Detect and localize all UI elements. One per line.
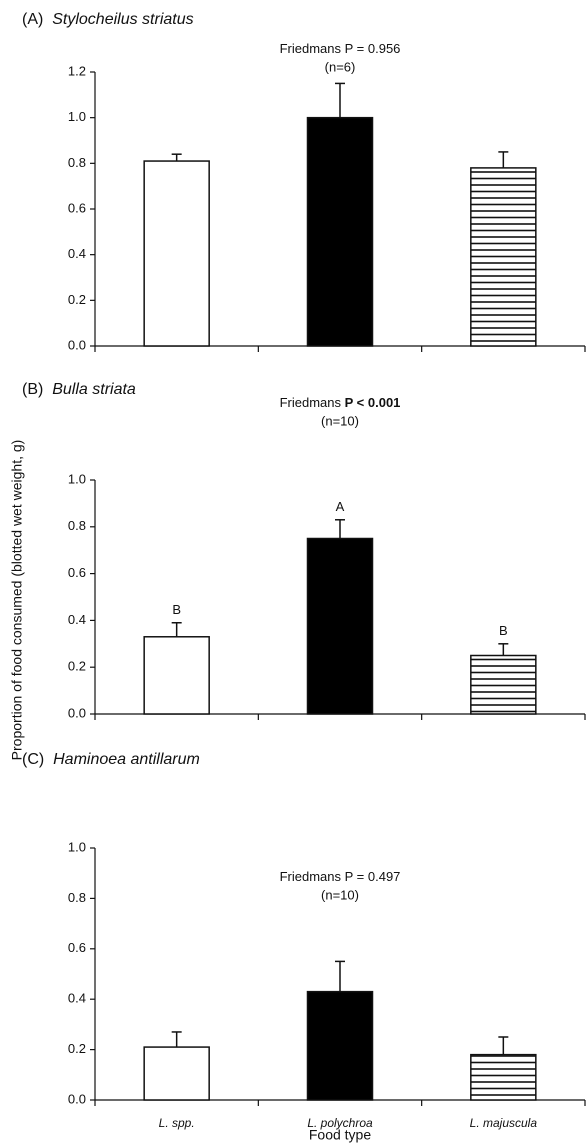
bar [143,160,210,347]
stat-value: P = 0.956 [345,41,401,56]
x-tick-label: L. spp. [159,1116,195,1130]
y-tick-label: 0.6 [68,565,86,580]
stat-value: P < 0.001 [345,395,401,410]
stat-prefix: Friedmans [280,41,342,56]
stat-annotation: Friedmans P < 0.001 [280,395,401,410]
y-tick-label: 0.0 [68,705,86,720]
y-tick-label: 0.0 [68,1091,86,1106]
panel-title: (A) Stylocheilus striatus [22,11,194,28]
panel-title: (B) Bulla striata [22,381,136,398]
y-tick-label: 0.2 [68,659,86,674]
bar [306,990,374,1101]
y-tick-label: 0.4 [68,246,86,261]
stat-prefix: Friedmans [280,395,342,410]
x-tick-label: L. majuscula [470,1116,538,1130]
panel-title: (C) Haminoea antillarum [22,751,200,768]
bar [470,1053,537,1101]
y-tick-label: 0.8 [68,518,86,533]
panel-label: (C) [22,751,44,768]
y-axis-label: Proportion of food consumed (blotted wet… [9,440,25,761]
significance-letter: B [172,602,181,617]
x-axis-label: Food type [309,1127,371,1143]
y-tick-label: 0.6 [68,200,86,215]
y-tick-label: 1.0 [68,471,86,486]
bar [143,636,210,715]
x-tick-label: L. polychroa [307,1116,373,1130]
sample-size: (n=10) [321,887,359,902]
y-tick-label: 0.4 [68,991,86,1006]
species-name: Haminoea antillarum [53,751,200,768]
y-tick-label: 0.8 [68,890,86,905]
sample-size: (n=10) [321,413,359,428]
y-tick-label: 0.8 [68,155,86,170]
stat-annotation: Friedmans P = 0.956 [280,41,401,56]
y-tick-label: 0.2 [68,292,86,307]
sample-size: (n=6) [325,59,356,74]
y-tick-label: 0.0 [68,337,86,352]
panel-label: (B) [22,381,43,398]
stat-value: P = 0.497 [345,869,401,884]
bar [306,537,374,715]
significance-letter: A [336,499,345,514]
species-name: Bulla striata [52,381,136,398]
bar [143,1046,210,1101]
species-name: Stylocheilus striatus [52,11,193,28]
y-tick-label: 1.0 [68,839,86,854]
y-tick-label: 0.4 [68,612,86,627]
y-tick-label: 0.2 [68,1041,86,1056]
y-tick-label: 0.6 [68,940,86,955]
panel-label: (A) [22,11,43,28]
y-tick-label: 1.0 [68,109,86,124]
stat-prefix: Friedmans [280,869,342,884]
y-tick-label: 1.2 [68,63,86,78]
bar [470,167,537,347]
stat-annotation: Friedmans P = 0.497 [280,869,401,884]
bar [470,654,537,715]
significance-letter: B [499,623,508,638]
bar [306,116,374,347]
